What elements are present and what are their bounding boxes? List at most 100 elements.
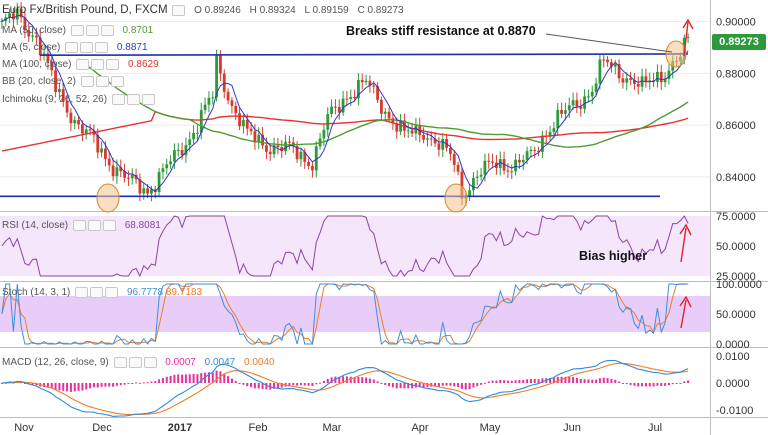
macd-hist-bar (587, 379, 590, 383)
macd-hist-bar (399, 383, 402, 389)
eye-icon[interactable] (75, 287, 89, 298)
macd-hist-bar (257, 383, 260, 389)
macd-histogram (0, 370, 690, 392)
candle-body (491, 161, 494, 163)
macd-hist-bar (499, 379, 502, 383)
macd-hist-bar (418, 383, 421, 388)
settings-icon[interactable] (87, 220, 101, 231)
macd-hist-bar (595, 379, 598, 383)
settings-icon[interactable] (95, 76, 109, 88)
macd-hist-bar (58, 383, 61, 391)
macd-hist-bar (660, 383, 663, 386)
macd-hist-bar (437, 383, 440, 387)
close-icon[interactable] (105, 287, 119, 298)
macd-hist-bar (188, 374, 191, 383)
candle-body (196, 132, 199, 134)
candle-body (483, 160, 487, 175)
eye-icon[interactable] (113, 357, 127, 368)
candle-body (127, 177, 130, 179)
indicator-row[interactable]: MA (50, close) 0.8701 (2, 25, 404, 37)
close-icon[interactable] (95, 42, 109, 54)
indicator-row[interactable]: MA (100, close) 0.8629 (2, 59, 404, 71)
candle-body (602, 59, 606, 61)
eye-icon[interactable] (72, 220, 86, 231)
macd-hist-bar (242, 383, 245, 385)
settings-icon[interactable] (90, 287, 104, 298)
price-tick-label: 0.84000 (716, 172, 756, 184)
candle-body (606, 59, 609, 63)
eye-icon[interactable] (65, 42, 79, 54)
macd-hist-bar (483, 382, 486, 384)
close-icon[interactable] (100, 25, 114, 36)
candle-body (380, 99, 383, 114)
last-price-tag: 0.89273 (712, 34, 766, 50)
close-icon[interactable] (143, 357, 157, 368)
macd-hist-bar (342, 376, 345, 383)
candle-body (58, 88, 61, 93)
eye-icon[interactable] (76, 59, 90, 71)
settings-icon[interactable] (85, 25, 99, 36)
settings-icon[interactable] (80, 42, 94, 54)
macd-value: 0.0047 (204, 357, 236, 369)
candle-body (288, 141, 291, 143)
macd-hist-bar (250, 383, 253, 388)
indicator-row[interactable]: BB (20, close, 2) (2, 76, 404, 88)
price-tick-label: 0.88000 (716, 68, 756, 80)
macd-hist-bar (368, 378, 371, 383)
candle-body (238, 113, 241, 127)
macd-hist-bar (445, 383, 448, 386)
macd-hist-bar (664, 383, 667, 386)
close-icon[interactable] (110, 76, 124, 88)
settings-icon[interactable] (126, 93, 140, 105)
macd-hist-bar (23, 383, 26, 384)
candle-body (598, 59, 602, 84)
stoch-legend[interactable]: Stoch (14, 3, 1) 96.7778 89.7183 (2, 287, 202, 299)
macd-hist-bar (564, 376, 567, 383)
indicator-row[interactable]: MA (5, close) 0.8871 (2, 42, 404, 54)
indicator-row[interactable]: Ichimoku (9, 26, 52, 26) (2, 93, 404, 106)
macd-tick-label: 0.0100 (716, 351, 750, 363)
close-icon[interactable] (106, 59, 120, 71)
candle-body (441, 139, 445, 150)
candle-body (173, 150, 176, 162)
eye-icon[interactable] (80, 76, 94, 88)
candle-body (648, 80, 652, 82)
candle-body (311, 165, 314, 171)
macd-hist-bar (656, 383, 659, 386)
candle-body (533, 149, 537, 151)
close-icon[interactable] (102, 220, 116, 231)
settings-icon[interactable] (91, 59, 105, 71)
candle-body (525, 151, 529, 160)
candle-body (77, 119, 80, 125)
candle-body (215, 55, 218, 98)
macd-hist-bar (142, 382, 145, 384)
macd-hist-bar (568, 376, 571, 383)
macd-hist-bar (476, 383, 479, 387)
macd-hist-bar (537, 379, 540, 383)
indicator-value: 0.8701 (122, 25, 154, 37)
eye-icon[interactable] (172, 4, 186, 16)
rsi-legend[interactable]: RSI (14, close) 68.8081 (2, 220, 161, 232)
macd-hist-bar (453, 383, 456, 387)
macd-hist-bar (161, 377, 164, 383)
candle-body (364, 80, 368, 83)
candle-body (521, 159, 525, 163)
candle-body (376, 86, 379, 100)
candle-body (541, 135, 544, 152)
macd-hist-bar (372, 379, 375, 383)
close-icon[interactable] (141, 93, 155, 105)
candle-body (146, 188, 149, 194)
macd-line (1, 359, 689, 417)
eye-icon[interactable] (111, 93, 125, 105)
candle-body (169, 161, 172, 165)
macd-hist-bar (522, 379, 525, 383)
stoch-k-value: 96.7778 (126, 287, 164, 299)
macd-hist-bar (207, 372, 210, 383)
macd-legend[interactable]: MACD (12, 26, close, 9) 0.0007 0.0047 0.… (2, 357, 275, 369)
candle-body (468, 190, 471, 198)
indicator-name: Ichimoku (9, 26, 52, 26) (2, 93, 108, 105)
candle-body (123, 171, 126, 178)
settings-icon[interactable] (128, 357, 142, 368)
eye-icon[interactable] (70, 25, 84, 36)
